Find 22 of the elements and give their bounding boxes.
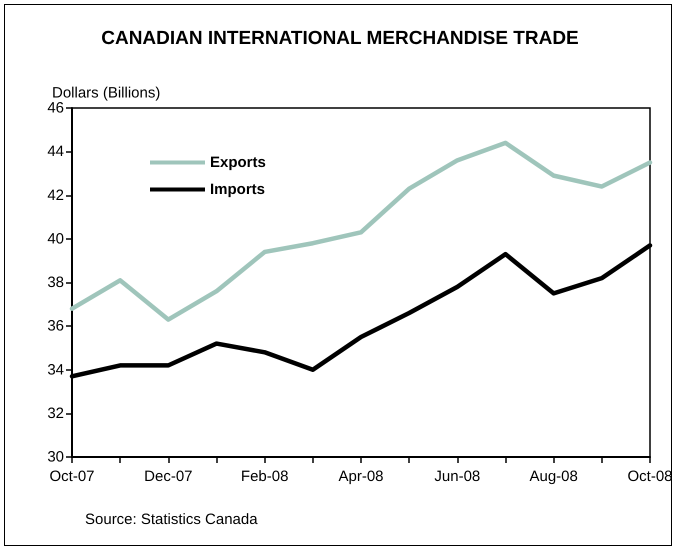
y-tick-label: 40 [47,230,64,248]
y-tick-label: 30 [47,448,64,466]
y-tick-label: 46 [47,100,64,116]
x-tick-label: Dec-07 [144,468,193,485]
x-tick-label: Feb-08 [240,468,288,485]
chart-title: CANADIAN INTERNATIONAL MERCHANDISE TRADE [101,28,579,49]
x-tick-label: Oct-08 [627,468,673,485]
x-tick-label: Jun-08 [434,468,480,485]
y-tick-label: 36 [47,318,64,335]
x-tick-label: Aug-08 [529,468,578,485]
y-tick-label: 44 [47,143,64,160]
line-series [70,140,652,322]
x-tick-label: Apr-08 [338,468,384,485]
legend-label: Imports [210,181,266,198]
y-axis-title: Dollars (Billions) [52,84,160,102]
x-tick-label: Oct-07 [49,468,95,485]
y-tick-label: 38 [47,274,64,291]
y-tick-label: 32 [47,404,64,422]
source-note: Source: Statistics Canada [85,511,258,528]
y-tick-label: 42 [47,186,64,204]
legend-label: Exports [210,154,266,171]
y-tick-label: 34 [47,361,64,378]
